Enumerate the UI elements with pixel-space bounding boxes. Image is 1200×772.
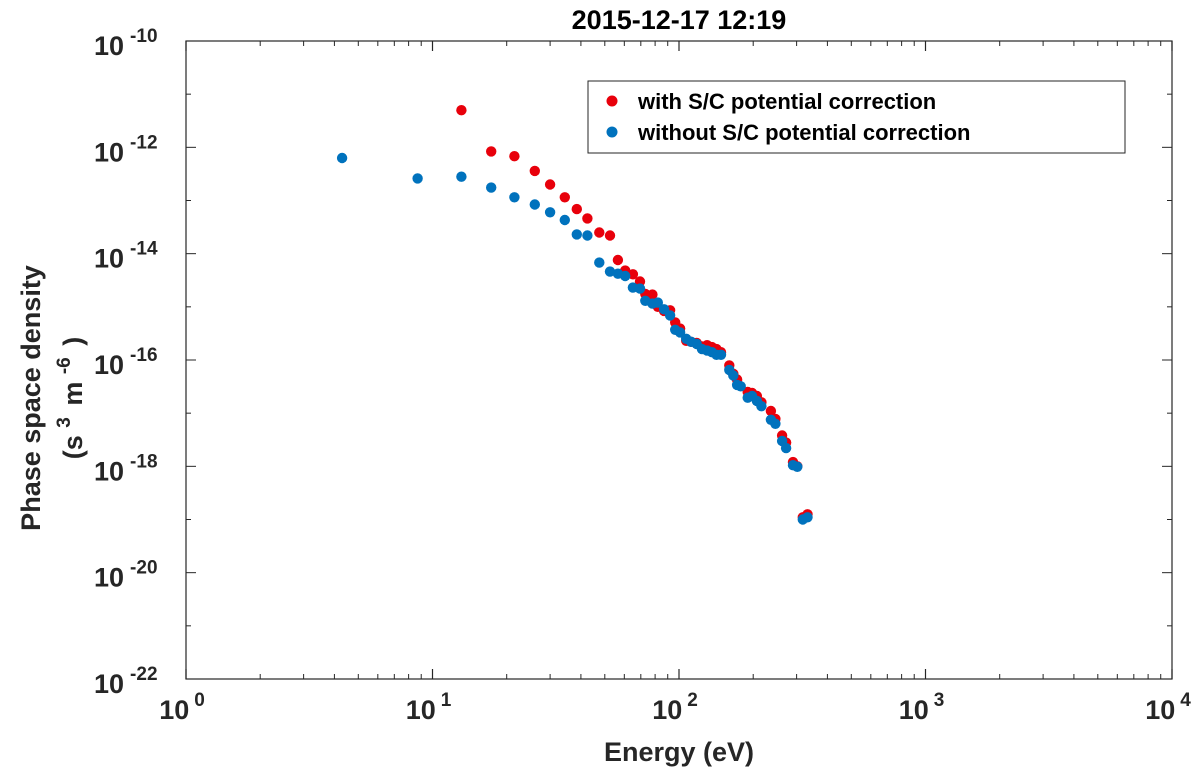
data-point: [792, 461, 803, 472]
data-point: [594, 257, 605, 268]
y-axis-label-line2: (s 3 m -6 ): [46, 337, 88, 460]
data-point: [529, 199, 540, 210]
x-tick-label: 10 4: [1145, 690, 1191, 725]
x-tick-label: 10 0: [159, 690, 205, 725]
data-point: [604, 266, 616, 277]
x-tick-label: 10 3: [899, 690, 945, 725]
legend-marker-without-correction: [606, 126, 618, 138]
data-point: [604, 230, 616, 241]
data-point: [634, 283, 646, 294]
data-point: [456, 105, 467, 116]
data-point: [336, 152, 348, 164]
data-point: [559, 214, 570, 226]
data-point: [582, 230, 593, 241]
data-point: [756, 401, 767, 412]
chart-title: 2015-12-17 12:19: [572, 5, 787, 35]
x-tick-label: 10 1: [406, 690, 452, 725]
y-tick-label: 10 -10: [94, 26, 158, 61]
data-point: [529, 165, 540, 177]
data-point: [620, 270, 631, 282]
data-point: [715, 349, 727, 360]
y-label-exp1: 3: [54, 417, 75, 428]
data-point: [780, 442, 792, 454]
data-point: [765, 405, 777, 417]
x-axis-label: Energy (eV): [604, 737, 754, 767]
y-label-exp2: -6: [54, 357, 75, 374]
legend-label-with-correction: with S/C potential correction: [637, 89, 936, 114]
data-point: [486, 182, 497, 193]
data-point: [582, 213, 593, 224]
y-label-mid: m: [58, 382, 88, 406]
data-point: [559, 192, 570, 203]
data-point: [544, 179, 556, 190]
y-label-close: ): [58, 337, 88, 346]
y-label-open: (s: [58, 435, 88, 459]
y-axis-label: Phase space density (s 3 m -6 ): [16, 265, 88, 531]
series-1: [336, 152, 813, 525]
data-point: [412, 173, 423, 184]
data-point: [735, 381, 746, 392]
data-point: [571, 229, 582, 240]
x-axis: 10 0 10 1 10 2 10 3 10 4: [159, 41, 1191, 725]
data-point: [509, 151, 520, 162]
data-point: [544, 207, 556, 218]
data-point: [802, 512, 813, 523]
legend-label-without-correction: without S/C potential correction: [637, 120, 970, 145]
legend: with S/C potential correction without S/…: [587, 80, 1126, 154]
y-tick-label: 10 -18: [94, 451, 158, 486]
y-tick-label: 10 -16: [94, 345, 158, 380]
data-point: [770, 418, 781, 429]
data-point: [456, 171, 467, 182]
data-point: [612, 254, 624, 266]
legend-marker-with-correction: [606, 95, 618, 107]
data-point: [652, 297, 663, 308]
data-point: [664, 310, 676, 321]
y-tick-label: 10 -14: [94, 239, 158, 274]
data-point: [728, 370, 739, 381]
y-tick-label: 10 -12: [94, 132, 158, 167]
y-tick-label: 10 -22: [94, 664, 158, 699]
legend-box: [587, 80, 1126, 154]
y-tick-label: 10 -20: [94, 558, 158, 593]
y-axis-label-line1: Phase space density: [16, 265, 46, 531]
data-point: [594, 227, 605, 238]
y-axis: 10-10 10-12 10-14 10-16 10-18 10-20 10-22: [94, 26, 1172, 699]
data-point: [571, 203, 582, 215]
data-point: [509, 192, 520, 203]
x-tick-label: 10 2: [652, 690, 698, 725]
data-point: [647, 289, 658, 300]
data-points: [336, 105, 813, 525]
data-point: [486, 146, 497, 157]
